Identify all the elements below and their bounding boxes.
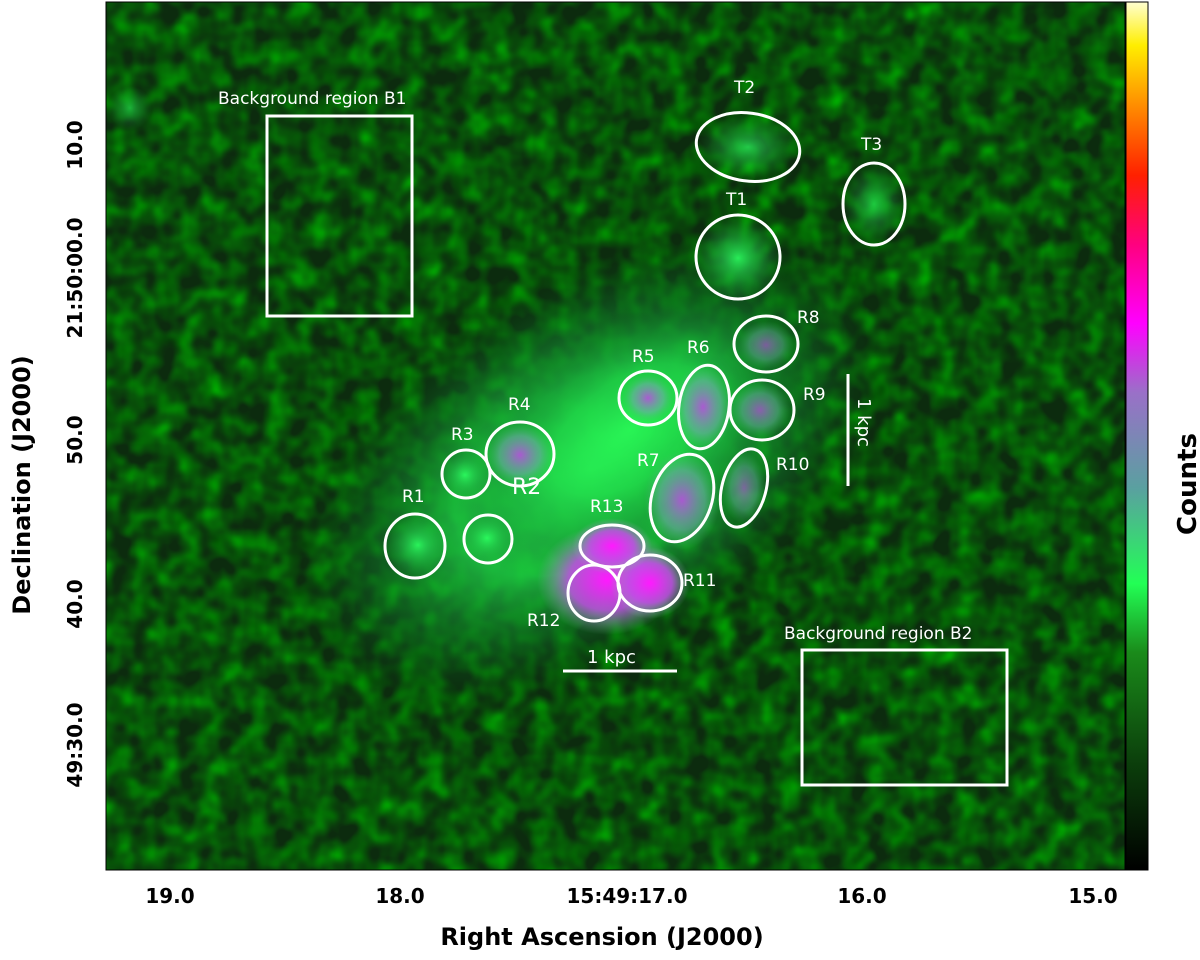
label-r6: R6	[687, 338, 710, 358]
x-axis: 19.0 18.0 15:49:17.0 16.0 15.0 Right Asc…	[145, 884, 1117, 951]
label-t2: T2	[733, 78, 755, 98]
label-t3: T3	[860, 135, 882, 155]
x-tick-label: 15:49:17.0	[566, 884, 687, 908]
colorbar-label: Counts	[1173, 433, 1200, 535]
label-r10: R10	[776, 455, 809, 475]
region-r9	[728, 378, 796, 442]
colorbar-gradient	[1125, 1, 1149, 871]
label-r7: R7	[637, 451, 660, 471]
x-tick-label: 18.0	[375, 884, 424, 908]
background-box-b2	[800, 648, 1009, 787]
y-tick-label: 49:30.0	[63, 702, 87, 787]
label-r1: R1	[402, 487, 425, 507]
colorbar: Counts	[1125, 1, 1200, 871]
region-r8	[732, 314, 800, 374]
label-r4: R4	[508, 395, 531, 415]
region-r5	[617, 369, 679, 427]
source-regions	[383, 111, 907, 623]
label-b1: Background region B1	[218, 89, 406, 109]
y-tick-label: 10.0	[63, 120, 87, 169]
background-box-b1	[265, 114, 414, 318]
scale-bar-vertical-label: 1 kpc	[853, 398, 874, 447]
region-r4	[484, 420, 556, 488]
y-tick-label: 21:50:00.0	[63, 217, 87, 338]
scale-bar-horizontal-label: 1 kpc	[587, 647, 636, 668]
region-t3	[841, 161, 907, 247]
y-axis-title: Declination (J2000)	[8, 355, 36, 614]
x-tick-label: 15.0	[1068, 884, 1117, 908]
y-tick-label: 50.0	[63, 415, 87, 464]
region-r3	[440, 448, 492, 500]
label-r8: R8	[797, 308, 820, 328]
y-axis: 10.0 21:50:00.0 50.0 40.0 49:30.0 Declin…	[8, 120, 87, 787]
label-t1: T1	[725, 190, 747, 210]
label-r5: R5	[632, 347, 655, 367]
label-r9: R9	[803, 385, 826, 405]
region-r13	[578, 523, 646, 569]
region-r1	[383, 512, 447, 580]
label-r11: R11	[683, 571, 716, 591]
label-r12: R12	[527, 611, 560, 631]
x-axis-title: Right Ascension (J2000)	[440, 923, 763, 951]
background-regions: Background region B1 Background region B…	[218, 89, 1009, 787]
label-r2: R2	[512, 475, 541, 500]
x-tick-label: 19.0	[145, 884, 194, 908]
region-r10	[718, 447, 770, 529]
label-r3: R3	[451, 425, 474, 445]
x-tick-label: 16.0	[837, 884, 886, 908]
label-b2: Background region B2	[784, 624, 972, 644]
region-r2	[462, 513, 514, 565]
image-panel: R1 R2 R3 R4 R5 R6 R7 R8 R9 R10 R11 R12 R…	[106, 2, 1125, 870]
label-r13: R13	[590, 497, 623, 517]
region-labels: R1 R2 R3 R4 R5 R6 R7 R8 R9 R10 R11 R12 R…	[402, 78, 882, 631]
region-t2	[694, 111, 802, 183]
scale-bars: 1 kpc 1 kpc	[563, 374, 874, 673]
region-r7	[648, 452, 716, 544]
y-tick-label: 40.0	[63, 579, 87, 628]
region-t1	[694, 213, 782, 301]
